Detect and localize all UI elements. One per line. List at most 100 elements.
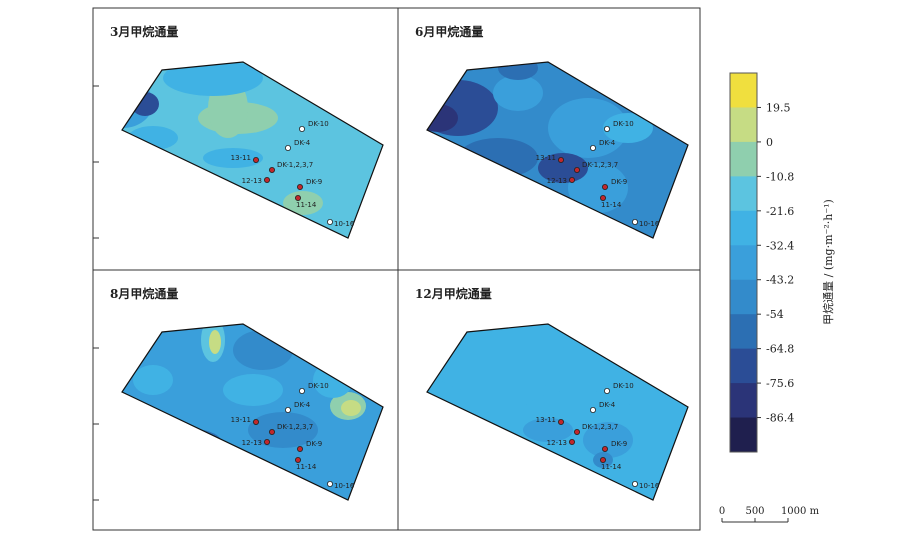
site-label: 12-13: [242, 439, 262, 447]
colorbar-band: [730, 348, 757, 384]
sample-site: [574, 428, 581, 435]
panel: 6月甲烷通量 DK-10 DK-4 13-11 DK-1,2,3,7 12-13 DK-9 1…: [415, 24, 689, 239]
sample-site: [600, 456, 607, 463]
scale-label: 500: [745, 506, 764, 517]
sample-site: [268, 428, 275, 435]
sample-site: [298, 126, 305, 133]
flux-contour: [548, 98, 628, 158]
colorbar-label: -54: [766, 308, 784, 321]
sample-site: [604, 126, 611, 133]
site-label: DK-9: [611, 440, 627, 448]
colorbar-band: [730, 314, 757, 350]
flux-contour: [498, 62, 538, 80]
colorbar-label: 19.5: [766, 101, 791, 114]
sample-site: [569, 438, 576, 445]
flux-contour: [603, 113, 653, 143]
site-label: DK-1,2,3,7: [277, 161, 313, 169]
site-label: DK-1,2,3,7: [277, 423, 313, 431]
colorbar-label: -43.2: [766, 274, 794, 287]
colorbar-title: 甲烷通量 / (mg·m⁻²·h⁻¹): [821, 199, 835, 325]
site-label: DK-10: [613, 120, 634, 128]
survey-boundary: [426, 323, 689, 501]
colorbar-band: [730, 383, 757, 419]
colorbar-band: [730, 245, 757, 281]
flux-contour: [283, 191, 323, 215]
colorbar-band: [730, 73, 757, 108]
flux-contour: [248, 412, 318, 448]
site-label: 10-16: [334, 482, 355, 490]
site-label: 12-13: [547, 439, 567, 447]
scale-label: 1000 m: [781, 506, 820, 517]
survey-area: [122, 62, 383, 238]
site-label: 10-16: [639, 482, 660, 490]
sample-site: [632, 480, 639, 487]
survey-area: [122, 324, 383, 500]
flux-contour: [458, 138, 538, 178]
sample-site: [294, 456, 301, 463]
site-label: 10-16: [334, 220, 355, 228]
panels: 3月甲烷通量 DK-10 DK-4 13-11 DK-1,2,3,7 12-13 DK-9 1…: [93, 24, 689, 501]
sample-site: [296, 445, 303, 452]
colorbar-band: [730, 107, 757, 143]
site-label: DK-9: [306, 178, 322, 186]
sample-site: [326, 480, 333, 487]
sample-site: [574, 166, 581, 173]
sample-site: [252, 156, 259, 163]
site-label: DK-4: [599, 401, 616, 409]
colorbar-band: [730, 417, 757, 453]
site-label: DK-9: [611, 178, 627, 186]
flux-contour: [427, 104, 458, 132]
panel: 3月甲烷通量 DK-10 DK-4 13-11 DK-1,2,3,7 12-13 DK-9 1…: [93, 24, 384, 239]
sample-site: [268, 166, 275, 173]
sample-site: [632, 218, 639, 225]
sample-site: [600, 194, 607, 201]
sample-site: [602, 183, 609, 190]
scale-bar: 0 500 1000 m: [719, 506, 820, 523]
flux-contour: [313, 362, 353, 398]
sample-site: [284, 406, 291, 413]
panel-title: 6月甲烷通量: [415, 24, 483, 39]
site-label: 11-14: [296, 463, 317, 471]
sample-site: [590, 144, 597, 151]
sample-site: [263, 438, 270, 445]
sample-site: [558, 156, 565, 163]
frame: [92, 7, 701, 531]
sample-site: [294, 194, 301, 201]
colorbar-band: [730, 279, 757, 315]
panel-title: 3月甲烷通量: [110, 24, 178, 39]
site-label: 12-13: [242, 177, 262, 185]
sample-site: [296, 183, 303, 190]
flux-field: [427, 62, 653, 213]
survey-boundary: [426, 61, 689, 239]
colorbar-label: -75.6: [766, 377, 794, 390]
flux-contour: [538, 153, 588, 183]
colorbar-label: -32.4: [766, 239, 794, 252]
flux-contour: [203, 148, 263, 168]
site-label: DK-10: [308, 120, 329, 128]
sample-site: [298, 387, 305, 394]
flux-contour: [189, 436, 217, 454]
sample-site: [252, 418, 259, 425]
site-label: 11-14: [296, 201, 317, 209]
flux-contour: [128, 126, 178, 150]
flux-field: [428, 325, 638, 468]
sample-site: [326, 218, 333, 225]
sample-site: [569, 176, 576, 183]
site-label: 12-13: [547, 177, 567, 185]
panel-title: 8月甲烷通量: [110, 286, 178, 301]
colorbar-border: [729, 72, 758, 453]
colorbar-label: 0: [766, 136, 773, 149]
colorbar-label: -64.8: [766, 343, 794, 356]
site-label: DK-1,2,3,7: [582, 423, 618, 431]
sample-site: [602, 445, 609, 452]
panel-title: 12月甲烷通量: [415, 286, 492, 301]
scale-label: 0: [719, 506, 725, 517]
colorbar-band: [730, 141, 757, 177]
flux-contour: [163, 62, 263, 96]
colorbar: 19.5 0 -10.8 -21.6 -32.4 -43.2 -54 -64.8 -75.6 -8…: [729, 72, 794, 453]
site-label: 11-14: [601, 201, 622, 209]
site-label: 13-11: [231, 416, 251, 424]
colorbar-band: [730, 210, 757, 246]
site-label: 13-11: [536, 154, 556, 162]
sample-site: [558, 418, 565, 425]
